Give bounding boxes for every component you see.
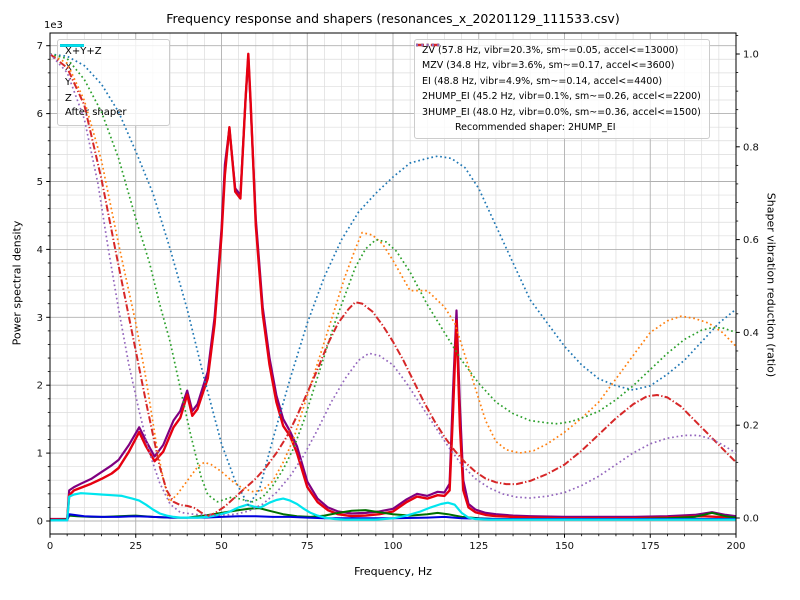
tick-label: 3 [37, 313, 43, 324]
legend-item: ZV (57.8 Hz, vibr=20.3%, sm~=0.05, accel… [416, 43, 701, 58]
tick-label: 4 [37, 245, 43, 256]
y-axis-left-label: Power spectral density [10, 220, 24, 346]
tick-label: 0.0 [743, 514, 759, 525]
tick-label: 175 [641, 541, 660, 552]
legend-label: MZV (34.8 Hz, vibr=3.6%, sm~=0.17, accel… [422, 60, 675, 72]
legend-label: EI (48.8 Hz, vibr=4.9%, sm~=0.14, accel<… [422, 75, 663, 87]
tick-label: 125 [469, 541, 488, 552]
tick-label: 0.8 [743, 142, 759, 153]
tick-label: 50 [215, 541, 228, 552]
legend-item: Y [60, 44, 162, 91]
legend-label: X+Y+Z [65, 46, 102, 57]
y-axis-offset-text: 1e3 [44, 20, 63, 31]
psd-legend: X+Y+Z X Y Z After shaper [57, 39, 170, 126]
legend-label: 3HUMP_EI (48.0 Hz, vibr=0.0%, sm~=0.36, … [422, 106, 701, 118]
legend-label: ZV (57.8 Hz, vibr=20.3%, sm~=0.05, accel… [422, 45, 679, 56]
tick-label: 0 [47, 541, 53, 552]
tick-label: 1 [37, 449, 43, 460]
after-shaper-legend-swatch [60, 44, 84, 47]
recommended-shaper-note: Recommended shaper: 2HUMP_EI [455, 122, 616, 134]
tick-label: 6 [37, 109, 43, 120]
legend-item: EI (48.8 Hz, vibr=4.9%, sm~=0.14, accel<… [416, 43, 701, 89]
2hump-ei-legend-swatch [416, 43, 441, 47]
tick-label: 200 [726, 541, 745, 552]
legend-label: X [65, 61, 72, 73]
tick-label: 2 [37, 381, 43, 392]
legend-item: Z [60, 44, 162, 107]
tick-label: 150 [555, 541, 574, 552]
tick-label: 7 [37, 41, 43, 52]
tick-label: 25 [129, 541, 142, 552]
tick-label: 75 [301, 541, 314, 552]
tick-label: 5 [37, 177, 43, 188]
tick-label: 0.4 [743, 328, 759, 339]
legend-item: 2HUMP_EI (45.2 Hz, vibr=0.1%, sm~=0.26, … [416, 43, 701, 104]
tick-label: 0.6 [743, 235, 759, 246]
tick-label: 0.2 [743, 421, 759, 432]
legend-label: Y [65, 77, 72, 89]
legend-label: Z [65, 92, 72, 104]
tick-label: 100 [383, 541, 402, 552]
legend-label: 2HUMP_EI (45.2 Hz, vibr=0.1%, sm~=0.26, … [422, 91, 701, 103]
legend-item: MZV (34.8 Hz, vibr=3.6%, sm~=0.17, accel… [416, 43, 701, 73]
chart-title: Frequency response and shapers (resonanc… [166, 11, 620, 26]
legend-item: After shaper [60, 44, 162, 121]
legend-item: 3HUMP_EI (48.0 Hz, vibr=0.0%, sm~=0.36, … [416, 43, 701, 120]
tick-label: 0 [37, 517, 43, 528]
y-axis-right-label: Shaper vibration reduction (ratio) [764, 192, 778, 378]
legend-label: After shaper [65, 107, 127, 119]
3hump-ei-legend-swatch [416, 43, 441, 47]
x-axis-label: Frequency, Hz [354, 565, 432, 578]
legend-item: X [60, 44, 162, 76]
tick-label: 1.0 [743, 50, 759, 61]
shaper-legend: ZV (57.8 Hz, vibr=20.3%, sm~=0.05, accel… [414, 39, 710, 140]
